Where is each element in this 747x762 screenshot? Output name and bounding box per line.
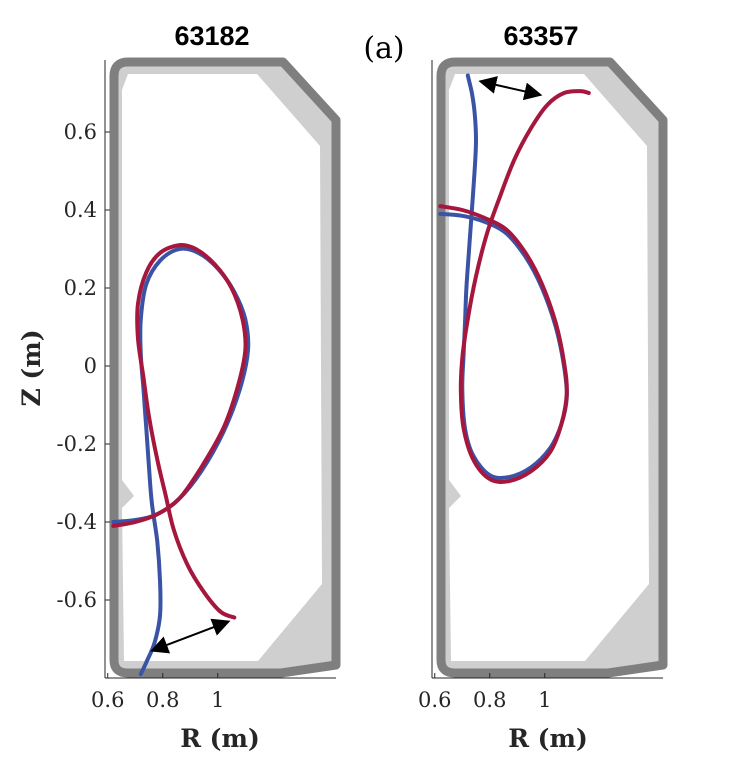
y-tick-label: 0.4: [64, 198, 97, 222]
separatrix-series: [111, 242, 251, 677]
y-ticks: 0.6 0.4 0.2 0 -0.2 -0.4 -0.6: [57, 120, 110, 612]
vessel-wall: [436, 57, 668, 678]
x-tick-label: 1: [211, 688, 224, 712]
x-tick-label: 0.8: [473, 688, 506, 712]
y-tick-label: -0.2: [57, 432, 98, 456]
x-ticks: 0.6 0.8 1: [91, 673, 224, 712]
axes-frame: [104, 60, 336, 679]
panel-title: 63357: [503, 21, 578, 51]
annotations: [478, 76, 543, 101]
panel-63357: 63357 0.6 0.8 1 R (m): [418, 21, 668, 753]
axes-frame: [431, 60, 663, 679]
x-tick-label: 0.6: [91, 688, 124, 712]
x-tick-label: 0.6: [418, 688, 451, 712]
panel-title: 63182: [174, 21, 249, 51]
panel-tag: (a): [363, 31, 404, 66]
separatrix-series: [438, 73, 591, 484]
y-tick-label: -0.4: [57, 510, 98, 534]
red-separatrix-line: [438, 89, 591, 484]
y-axis-label: Z (m): [17, 329, 46, 406]
double-arrow: [150, 618, 231, 654]
x-axis-label: R (m): [508, 724, 588, 753]
annotations: [150, 618, 231, 654]
blue-separatrix-line: [111, 246, 251, 677]
x-ticks: 0.6 0.8 1: [418, 673, 551, 712]
y-tick-label: 0: [84, 354, 97, 378]
x-tick-label: 0.8: [146, 688, 179, 712]
y-tick-label: 0.6: [64, 120, 97, 144]
x-tick-label: 1: [538, 688, 551, 712]
y-tick-label: 0.2: [64, 276, 97, 300]
panel-63182: 63182 0.6 0.4 0.2 0 -0.2 -0.4 -0.6 0.6 0.8 1 R (…: [57, 21, 341, 753]
double-arrow: [478, 76, 543, 101]
red-separatrix-line: [111, 242, 248, 620]
x-axis-label: R (m): [180, 724, 260, 753]
vessel-wall: [109, 57, 341, 678]
y-tick-label: -0.6: [57, 588, 98, 612]
